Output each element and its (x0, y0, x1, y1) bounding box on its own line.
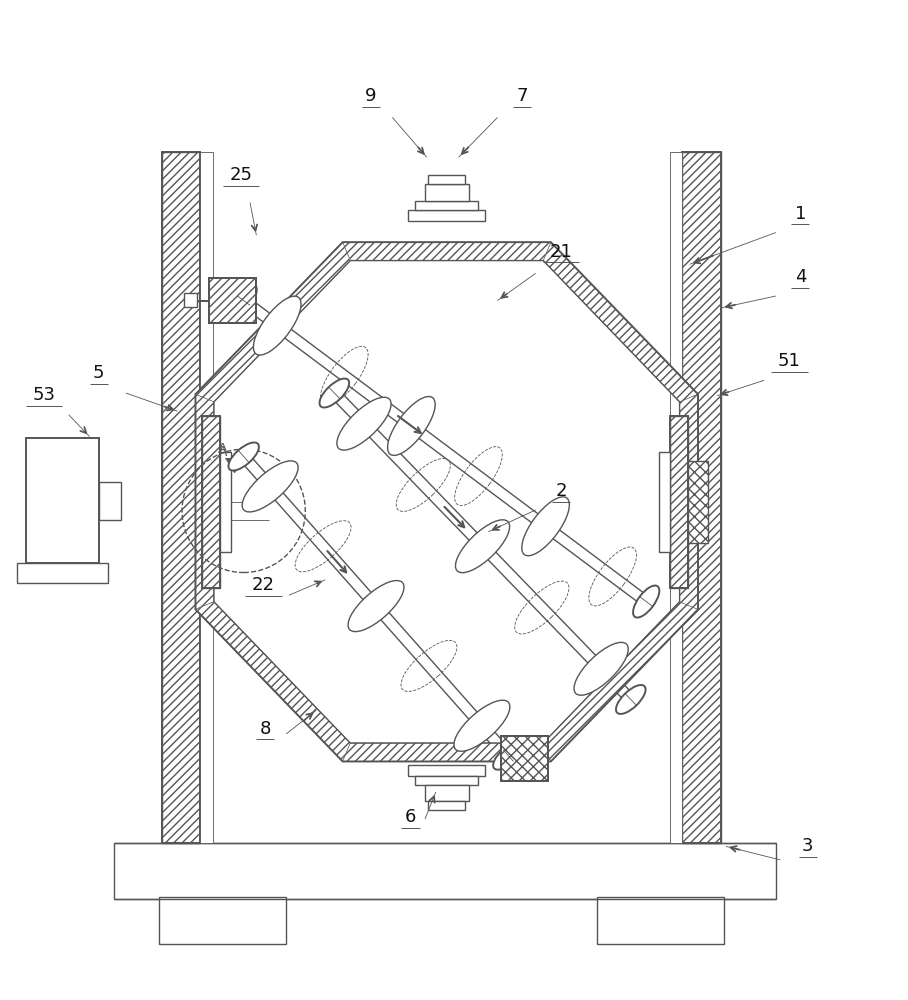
Text: 6: 6 (405, 808, 416, 826)
Text: A: A (218, 442, 228, 456)
Bar (209, 278, 256, 323)
Ellipse shape (616, 685, 646, 714)
Polygon shape (195, 602, 350, 761)
Polygon shape (342, 743, 551, 761)
Bar (429, 175, 465, 184)
Bar (670, 152, 683, 843)
Bar (416, 201, 478, 210)
Polygon shape (195, 394, 214, 609)
Ellipse shape (522, 497, 569, 556)
Text: 5: 5 (93, 364, 104, 382)
Text: 53: 53 (33, 386, 55, 404)
Text: 9: 9 (365, 87, 376, 105)
Text: 8: 8 (260, 720, 271, 738)
Bar (183, 293, 196, 307)
Bar (429, 801, 465, 810)
Ellipse shape (231, 285, 257, 317)
Polygon shape (679, 394, 698, 609)
Polygon shape (342, 242, 551, 261)
Bar (209, 278, 256, 323)
Bar (425, 785, 469, 801)
Bar (501, 736, 548, 781)
Ellipse shape (348, 581, 404, 632)
Ellipse shape (388, 396, 435, 455)
Bar (409, 210, 485, 221)
Bar (416, 776, 478, 785)
Polygon shape (543, 602, 698, 761)
Bar (501, 736, 548, 781)
Bar (220, 452, 231, 552)
Ellipse shape (574, 642, 628, 695)
Polygon shape (195, 242, 350, 402)
Text: 1: 1 (794, 205, 806, 223)
Bar (99, 482, 122, 520)
Ellipse shape (253, 296, 301, 355)
Ellipse shape (493, 742, 524, 770)
Bar (683, 152, 721, 843)
Ellipse shape (456, 520, 509, 573)
Bar (114, 843, 775, 899)
Bar (670, 416, 688, 588)
Ellipse shape (454, 700, 510, 751)
Text: 22: 22 (252, 576, 275, 594)
Bar (670, 416, 688, 588)
Text: 51: 51 (778, 352, 801, 370)
Text: 2: 2 (555, 482, 567, 500)
Text: 3: 3 (802, 837, 814, 855)
Ellipse shape (633, 586, 659, 618)
Bar (597, 897, 725, 944)
Ellipse shape (320, 379, 350, 407)
Bar (688, 461, 708, 543)
Text: 25: 25 (230, 166, 252, 184)
Bar (162, 152, 200, 843)
Text: 7: 7 (517, 87, 528, 105)
Bar (200, 152, 212, 843)
Bar (159, 897, 286, 944)
Ellipse shape (337, 397, 391, 450)
Bar (26, 438, 99, 563)
Bar (659, 452, 670, 552)
Polygon shape (225, 458, 243, 473)
Text: 4: 4 (794, 268, 806, 286)
Bar (162, 152, 200, 843)
Bar (425, 184, 469, 201)
Ellipse shape (242, 461, 298, 512)
Bar (202, 416, 220, 588)
Bar (209, 278, 256, 323)
Bar (17, 563, 108, 583)
Polygon shape (543, 242, 698, 402)
Ellipse shape (229, 442, 259, 471)
Text: 21: 21 (549, 243, 572, 261)
Bar (688, 461, 708, 543)
Bar (683, 152, 721, 843)
Bar (202, 416, 220, 588)
Bar (501, 736, 548, 781)
Bar (409, 765, 485, 776)
Text: A: A (218, 445, 228, 459)
